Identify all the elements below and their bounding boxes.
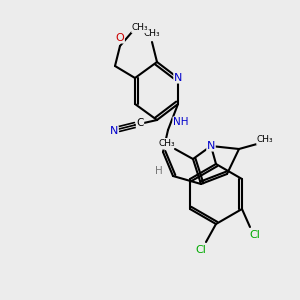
Text: CH₃: CH₃: [144, 29, 160, 38]
Text: H: H: [155, 166, 163, 176]
Text: N: N: [207, 141, 215, 151]
Text: C: C: [136, 118, 144, 128]
Text: CH₃: CH₃: [132, 23, 148, 32]
Text: O: O: [116, 33, 124, 43]
Text: N: N: [110, 126, 118, 136]
Text: N: N: [174, 73, 182, 83]
Text: Cl: Cl: [196, 245, 206, 255]
Text: N: N: [163, 139, 171, 149]
Text: CH₃: CH₃: [159, 139, 175, 148]
Text: NH: NH: [173, 117, 188, 127]
Text: CH₃: CH₃: [257, 136, 273, 145]
Text: Cl: Cl: [250, 230, 260, 240]
